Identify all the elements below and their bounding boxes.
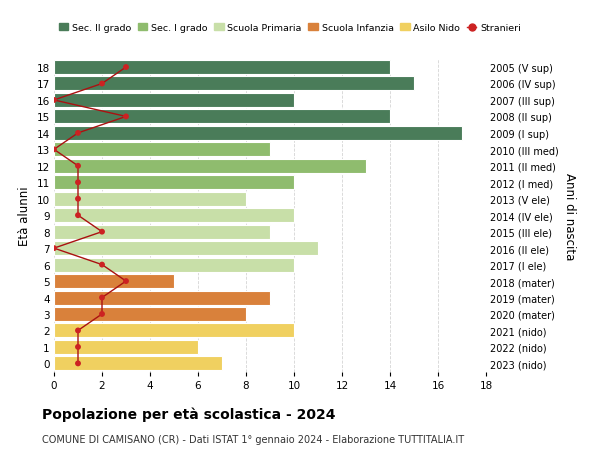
Bar <box>54 357 222 370</box>
Bar <box>54 110 390 124</box>
Text: COMUNE DI CAMISANO (CR) - Dati ISTAT 1° gennaio 2024 - Elaborazione TUTTITALIA.I: COMUNE DI CAMISANO (CR) - Dati ISTAT 1° … <box>42 434 464 444</box>
Bar <box>54 143 270 157</box>
Bar <box>54 159 366 174</box>
Bar <box>54 192 246 206</box>
Point <box>73 343 83 351</box>
Bar <box>54 308 246 321</box>
Point <box>73 212 83 219</box>
Bar <box>54 291 270 305</box>
Point <box>121 64 131 72</box>
Bar <box>54 176 294 190</box>
Point <box>73 163 83 170</box>
Bar <box>54 61 390 75</box>
Bar <box>54 340 198 354</box>
Point <box>49 146 59 154</box>
Point <box>97 261 107 269</box>
Bar <box>54 209 294 223</box>
Point <box>49 97 59 104</box>
Point <box>121 278 131 285</box>
Point <box>97 294 107 302</box>
Text: Popolazione per età scolastica - 2024: Popolazione per età scolastica - 2024 <box>42 406 335 421</box>
Point <box>73 179 83 186</box>
Y-axis label: Età alunni: Età alunni <box>18 186 31 246</box>
Bar <box>54 274 174 288</box>
Bar <box>54 77 414 91</box>
Bar <box>54 258 294 272</box>
Point <box>73 196 83 203</box>
Y-axis label: Anni di nascita: Anni di nascita <box>563 172 575 259</box>
Point <box>73 360 83 367</box>
Point <box>97 81 107 88</box>
Point <box>121 113 131 121</box>
Point <box>97 229 107 236</box>
Bar <box>54 225 270 239</box>
Bar <box>54 241 318 256</box>
Point <box>97 311 107 318</box>
Point <box>49 245 59 252</box>
Point <box>73 130 83 137</box>
Bar <box>54 324 294 338</box>
Legend: Sec. II grado, Sec. I grado, Scuola Primaria, Scuola Infanzia, Asilo Nido, Stran: Sec. II grado, Sec. I grado, Scuola Prim… <box>59 24 521 33</box>
Bar <box>54 94 294 108</box>
Point <box>73 327 83 335</box>
Bar <box>54 127 462 140</box>
